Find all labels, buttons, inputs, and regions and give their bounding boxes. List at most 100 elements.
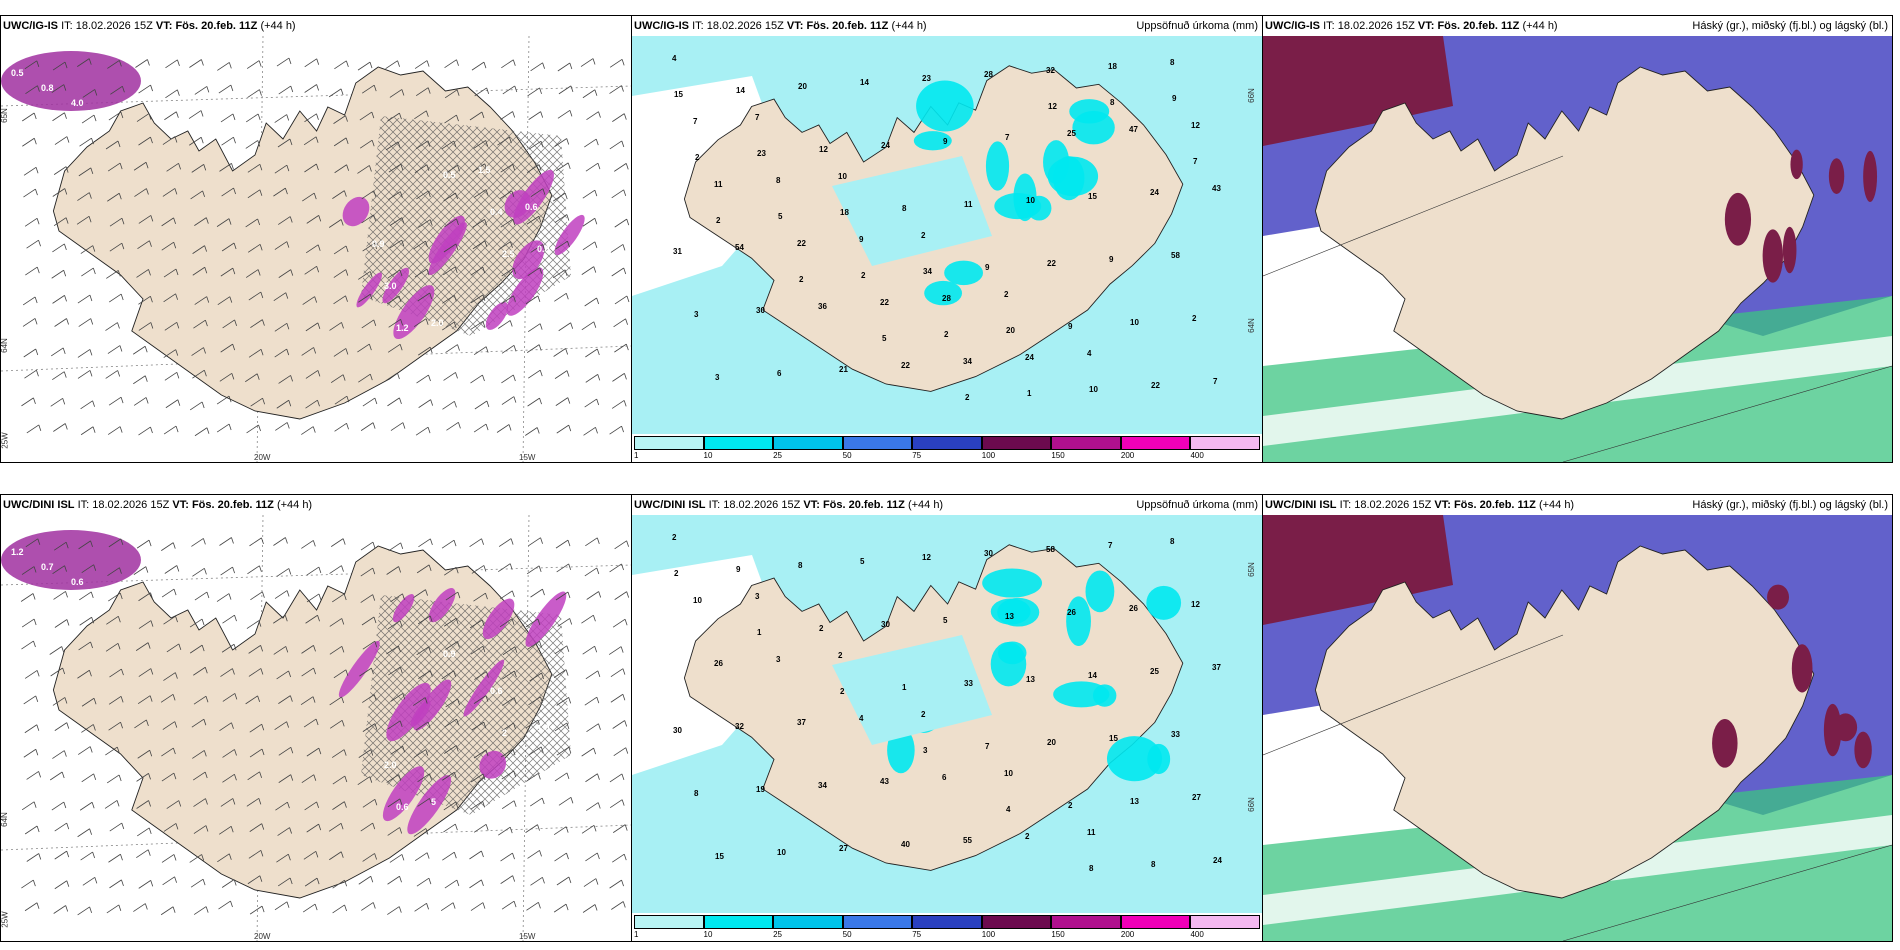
wind-barb: [273, 646, 289, 655]
wind-barb: [222, 773, 237, 783]
wind-barb: [305, 370, 321, 379]
wind-barb: [500, 748, 516, 758]
wind-barb: [386, 295, 402, 305]
wind-barb: [274, 901, 290, 911]
precip-value: 40: [901, 840, 910, 849]
wind-barb: [387, 269, 403, 279]
wind-barb: [277, 877, 293, 887]
wind-barb: [194, 591, 210, 601]
wind-barb: [525, 295, 541, 305]
precip-value: 31: [673, 247, 682, 256]
lat-label: 64N: [0, 812, 9, 827]
wind-barb: [216, 395, 232, 405]
wind-barb: [52, 697, 68, 706]
wind-barb: [414, 268, 430, 278]
wind-barb: [304, 113, 319, 123]
wind-barb: [136, 849, 151, 859]
wind-barb: [53, 423, 68, 432]
wind-barb: [219, 722, 234, 732]
lat-label: 64N: [0, 338, 9, 353]
precip-value: 7: [985, 742, 990, 751]
wind-barb: [161, 241, 177, 251]
colorbar-tick: 50: [842, 451, 852, 460]
wind-barb: [469, 850, 484, 860]
wind-barb: [303, 718, 319, 728]
wind-barb: [162, 721, 178, 730]
precip-value: 22: [880, 298, 889, 307]
wind-barb: [416, 646, 432, 656]
precip-value: 4: [672, 54, 677, 63]
wind-barb: [277, 138, 293, 148]
lead-time: (+44 h): [276, 499, 313, 511]
wind-barb: [165, 399, 181, 409]
wind-barb: [300, 696, 316, 705]
high-cloud-patch: [1863, 150, 1878, 202]
wind-barb: [413, 749, 429, 758]
precip-value: 21: [839, 365, 848, 374]
wind-barb: [556, 424, 572, 434]
init-time: 18.02.2026 15Z: [723, 499, 801, 511]
wind-barb: [501, 800, 517, 810]
precip-value: 58: [1171, 251, 1180, 260]
wind-barb: [390, 693, 406, 702]
precip-value: 34: [963, 357, 972, 366]
wind-barb: [108, 111, 124, 121]
wind-barb: [108, 396, 124, 406]
wind-barb: [528, 369, 543, 379]
wind-barb: [23, 188, 38, 198]
wind-barb: [245, 113, 261, 123]
wind-barb: [304, 801, 320, 811]
precip-value: 36: [818, 302, 827, 311]
precip-value: 7: [1213, 377, 1218, 386]
wind-barb: [360, 822, 376, 832]
precip-value: 30: [756, 306, 765, 315]
wind-barb: [418, 538, 433, 548]
wind-barb: [417, 773, 432, 783]
wind-barb: [360, 567, 376, 577]
precip-value: 9: [1068, 322, 1073, 331]
wind-barb: [52, 243, 67, 253]
high-cloud-patch: [1854, 731, 1872, 769]
wind-barb: [81, 697, 97, 707]
wind-barb: [306, 593, 322, 603]
precip-value: 20: [1047, 738, 1056, 747]
precip-area: [982, 568, 1043, 598]
precip-value: 58: [1046, 545, 1055, 554]
wind-barb: [23, 695, 39, 705]
wind-barb: [440, 902, 456, 911]
wind-barb: [54, 136, 70, 145]
wind-barb: [530, 244, 546, 253]
wind-barb: [471, 721, 487, 731]
precip-value: 10: [1026, 196, 1035, 205]
snow-band: [382, 267, 410, 304]
precip-value: 37: [797, 718, 806, 727]
wind-barb: [137, 240, 152, 250]
wind-barb: [81, 773, 97, 783]
wind-barb: [189, 644, 205, 654]
wind-barb: [51, 801, 67, 811]
colorbar-swatch: [703, 915, 774, 929]
valid-time: Fös. 20.feb. 11Z: [1437, 20, 1520, 32]
wind-barb: [161, 772, 177, 782]
wind-barb: [552, 269, 568, 279]
wind-barb: [471, 565, 487, 574]
wind-barb: [219, 163, 234, 172]
gust-value: 1.0: [549, 286, 562, 296]
wind-barb: [250, 319, 265, 328]
wind-barb: [165, 89, 180, 99]
wind-barb: [162, 136, 178, 145]
wind-barb: [416, 877, 432, 887]
wind-barb: [133, 161, 149, 171]
wind-barb: [584, 696, 600, 706]
wind-barb: [52, 565, 67, 574]
wind-barb: [332, 904, 347, 914]
wind-barb: [216, 593, 232, 602]
wind-barb: [108, 592, 123, 602]
wind-barb: [445, 591, 461, 601]
precip-value: 10: [693, 596, 702, 605]
precip-value: 2: [1068, 801, 1073, 810]
colorbar-swatch: [981, 436, 1052, 450]
precip-value: 5: [860, 557, 865, 566]
colorbar-tick: 150: [1051, 451, 1065, 460]
wind-barb: [137, 695, 153, 705]
